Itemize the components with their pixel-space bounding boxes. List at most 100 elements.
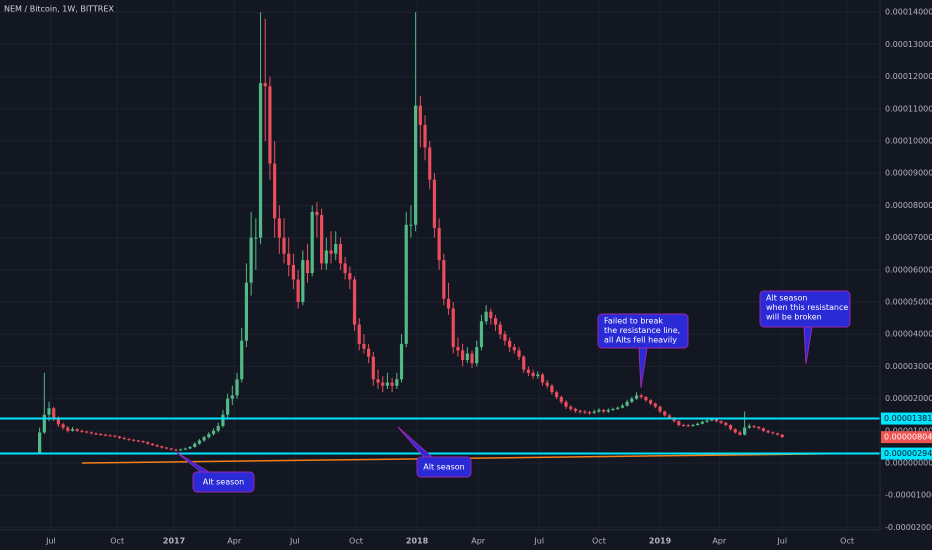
candle-body <box>714 419 719 422</box>
candle-body <box>508 340 512 348</box>
callout-box <box>192 471 255 493</box>
candle-body <box>75 429 79 431</box>
candle-body <box>268 86 272 164</box>
candle-body <box>475 347 479 364</box>
candle-body <box>38 432 42 454</box>
x-tick-label: Apr <box>712 537 727 546</box>
candle-body <box>489 311 493 319</box>
x-tick-label: Apr <box>471 537 486 546</box>
candle-body <box>653 403 657 407</box>
candle-body <box>573 408 578 411</box>
last-price-box <box>881 431 932 444</box>
y-tick-label: -0.00002000 <box>885 523 932 532</box>
candle-body <box>620 405 625 408</box>
y-tick-label: 0.00003000 <box>885 362 932 371</box>
candle-body <box>216 425 220 431</box>
candle-body <box>282 237 286 254</box>
candle-body <box>291 265 296 280</box>
candle-body <box>484 311 488 322</box>
x-tick-label: Oct <box>349 537 363 546</box>
callout-text: all Alts fell heavily <box>604 336 677 345</box>
candle-body <box>179 449 183 451</box>
candle-body <box>775 433 780 435</box>
callout-text: Alt season <box>203 478 245 487</box>
candle-body <box>545 382 549 386</box>
candle-body <box>559 397 563 402</box>
price-label: 0.00000294 <box>884 449 932 458</box>
candle-body <box>329 250 333 254</box>
candle-body <box>719 421 723 423</box>
candle-body <box>263 83 267 87</box>
candle-body <box>160 446 164 448</box>
candle-body <box>117 436 122 438</box>
candle-body <box>404 224 408 344</box>
candle-body <box>705 420 709 422</box>
y-tick-label: 0.00010000 <box>885 137 932 146</box>
candle-body <box>235 379 239 396</box>
candle-body <box>108 435 112 437</box>
candle-body <box>569 406 573 409</box>
candle-body <box>771 432 775 434</box>
x-tick-label: Jul <box>776 537 787 546</box>
y-tick-label: 0.00001000 <box>885 426 932 435</box>
candle-body <box>428 147 432 180</box>
annotation: Alt season <box>175 451 255 493</box>
y-tick-label: 0.00008000 <box>885 201 932 210</box>
candle-body <box>437 227 441 261</box>
candle-body <box>211 430 216 435</box>
candle-body <box>724 422 728 426</box>
y-tick-label: 0.00002000 <box>885 394 932 403</box>
candle-body <box>113 435 117 437</box>
y-tick-label: 0.00007000 <box>885 233 932 242</box>
x-tick-label: Oct <box>110 537 124 546</box>
candle-body <box>183 448 187 450</box>
candle-body <box>686 425 690 427</box>
candle-body <box>301 260 305 303</box>
candle-body <box>315 211 319 216</box>
candle-body <box>766 430 770 433</box>
candle-body <box>80 430 84 432</box>
candle-body <box>578 410 582 412</box>
candle-body <box>700 421 704 424</box>
candle-body <box>583 411 587 413</box>
candle-body <box>498 324 502 335</box>
y-tick-label: 0.00006000 <box>885 265 932 274</box>
y-tick-label: 0.00004000 <box>885 330 932 339</box>
x-tick-label: Jul <box>533 537 544 546</box>
candle-body <box>150 443 155 445</box>
candle-body <box>606 409 610 412</box>
candle-body <box>277 218 281 238</box>
candle-body <box>385 382 390 386</box>
candle-body <box>343 263 347 274</box>
x-tick-label: Oct <box>840 537 854 546</box>
y-tick-label: 0.00009000 <box>885 169 932 178</box>
candle-body <box>320 215 324 264</box>
candle-body <box>738 432 742 435</box>
candle-body <box>141 441 145 443</box>
candle-body <box>287 253 291 265</box>
y-tick-label: 0.00011000 <box>885 104 932 113</box>
price-label: 0.00001381 <box>884 414 932 423</box>
candle-body <box>202 437 206 441</box>
candle-body <box>681 425 686 427</box>
candle-body <box>221 414 225 426</box>
candle-body <box>230 395 234 399</box>
candle-body <box>611 408 615 410</box>
candle-body <box>634 395 639 399</box>
candle-body <box>616 407 620 409</box>
candle-body <box>503 334 507 341</box>
candle-body <box>597 409 601 412</box>
candle-body <box>188 446 192 449</box>
candle-body <box>512 347 516 351</box>
x-tick-label: Jul <box>45 537 56 546</box>
candle-body <box>296 279 300 303</box>
candle-body <box>42 414 46 433</box>
candle-body <box>555 392 559 398</box>
candle-body <box>479 321 484 348</box>
candle-body <box>122 437 126 439</box>
candle-body <box>310 211 314 274</box>
callout-box <box>759 290 851 328</box>
candle-body <box>728 425 733 430</box>
candle-body <box>367 348 371 357</box>
